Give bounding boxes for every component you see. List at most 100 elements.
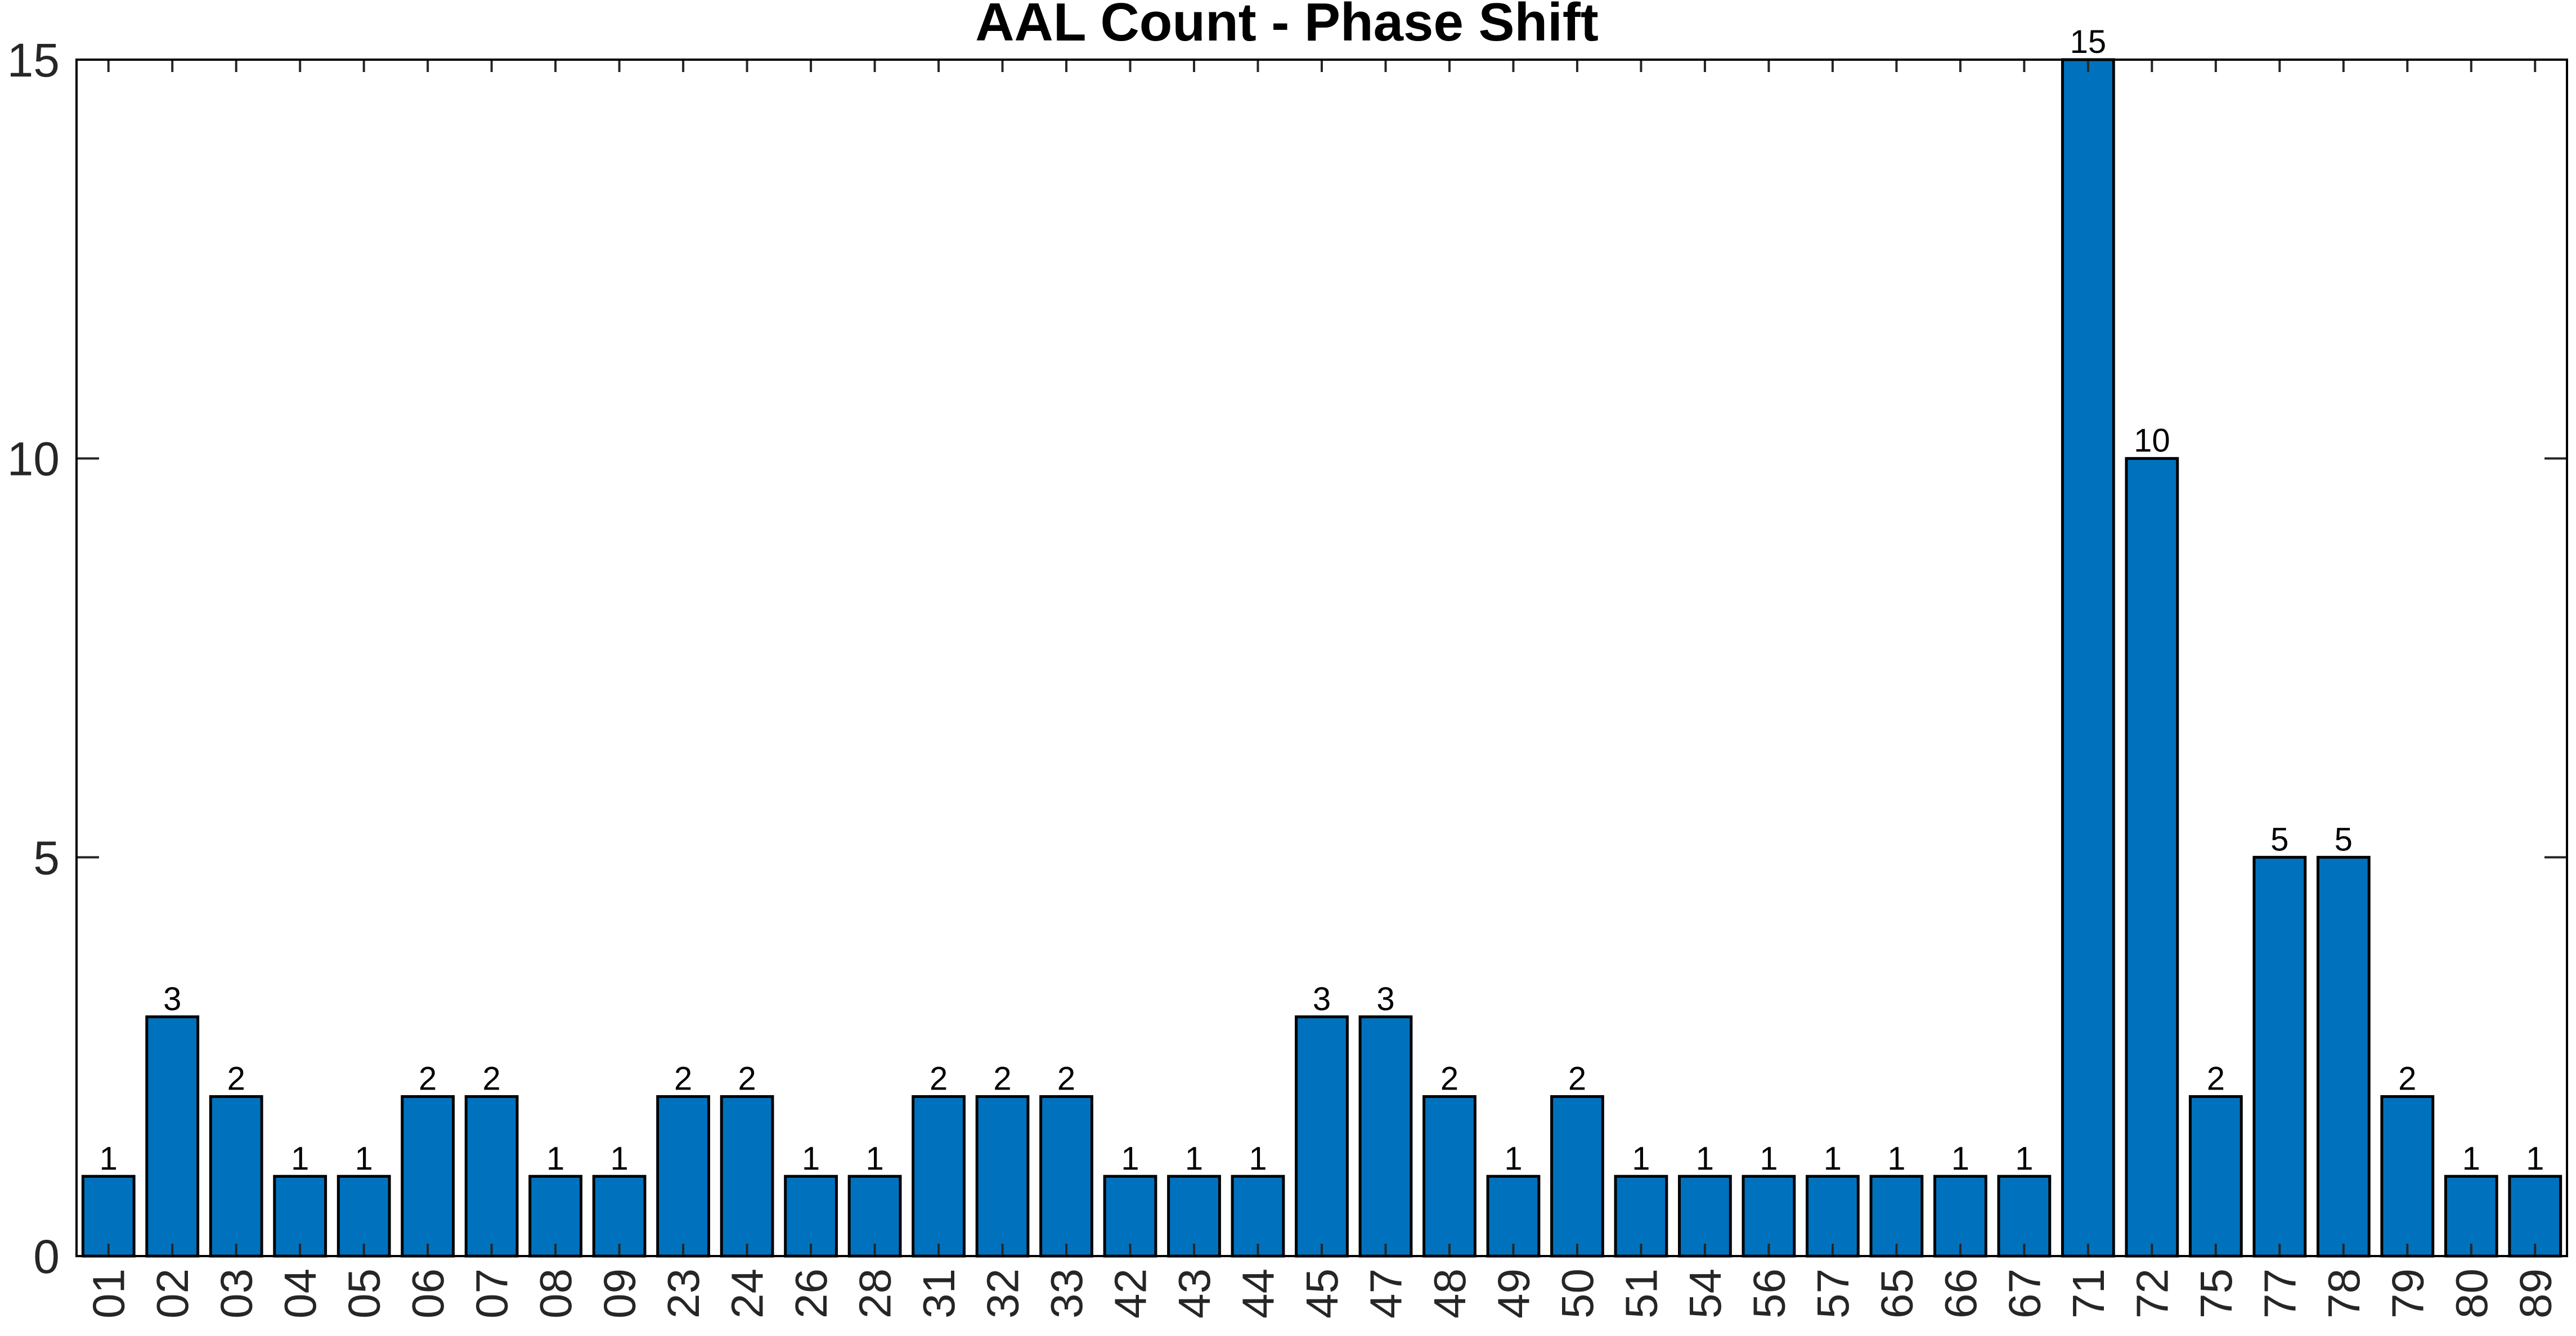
x-tick-label-42: 42: [1106, 1268, 1156, 1319]
data-label-43: 1: [1185, 1140, 1203, 1177]
x-axis: 01 02 03 04 05 06 07 08 09 23 24 26 28 31 32 33 42 43 44 45…: [84, 60, 2560, 1319]
x-tick-label-54: 54: [1680, 1268, 1730, 1319]
data-label-32: 2: [993, 1061, 1011, 1097]
x-tick-label-23: 23: [658, 1268, 708, 1319]
x-tick-label-56: 56: [1744, 1268, 1794, 1319]
bar-48: [1422, 1095, 1477, 1258]
data-label-54: 1: [1696, 1140, 1714, 1177]
bar-07: [464, 1095, 519, 1258]
data-label-66: 1: [1951, 1140, 1969, 1177]
y-tick-label-15: 15: [7, 34, 60, 87]
bar-33: [1039, 1095, 1093, 1258]
x-tick-label-66: 66: [1936, 1268, 1986, 1319]
chart-title: AAL Count - Phase Shift: [975, 0, 1599, 52]
bar-65: [1869, 1174, 1924, 1258]
data-label-44: 1: [1249, 1140, 1267, 1177]
bar-79: [2380, 1095, 2435, 1258]
x-tick-label-89: 89: [2510, 1268, 2560, 1319]
data-label-48: 2: [1440, 1061, 1458, 1097]
data-label-33: 2: [1057, 1061, 1075, 1097]
x-tick-label-80: 80: [2447, 1268, 2497, 1319]
bar-66: [1933, 1174, 1987, 1258]
data-labels-group: 1 3 2 1 1 2 2 1 1 2 2 1 1 2 2 2 1 1 1 3 3 2 1 2 1 1 1 1 1 1 1 15 10 2 5 5 2 1…: [100, 24, 2544, 1177]
bar-24: [720, 1095, 774, 1258]
data-label-03: 2: [227, 1061, 245, 1097]
data-label-56: 1: [1760, 1140, 1778, 1177]
bar-47: [1358, 1015, 1413, 1258]
x-tick-label-51: 51: [1616, 1268, 1666, 1319]
x-tick-label-45: 45: [1297, 1268, 1347, 1319]
x-tick-label-26: 26: [786, 1268, 836, 1319]
x-tick-label-07: 07: [467, 1268, 517, 1319]
data-label-47: 3: [1376, 981, 1394, 1017]
x-tick-label-65: 65: [1872, 1268, 1922, 1319]
bar-77: [2252, 855, 2307, 1258]
bar-23: [656, 1095, 711, 1258]
data-label-51: 1: [1632, 1140, 1650, 1177]
bar-56: [1742, 1174, 1796, 1258]
x-tick-label-75: 75: [2191, 1268, 2241, 1319]
data-label-89: 1: [2526, 1140, 2544, 1177]
data-label-05: 1: [355, 1140, 373, 1177]
x-tick-label-03: 03: [212, 1268, 262, 1319]
bar-51: [1614, 1174, 1668, 1258]
x-tick-label-08: 08: [531, 1268, 581, 1319]
data-label-01: 1: [100, 1140, 118, 1177]
data-label-67: 1: [2015, 1140, 2033, 1177]
bar-31: [912, 1095, 966, 1258]
x-tick-label-48: 48: [1425, 1268, 1475, 1319]
x-tick-label-24: 24: [722, 1268, 773, 1319]
x-tick-label-02: 02: [147, 1268, 198, 1319]
data-label-77: 5: [2270, 821, 2288, 858]
data-label-49: 1: [1504, 1140, 1522, 1177]
data-label-24: 2: [738, 1061, 756, 1097]
data-label-31: 2: [930, 1061, 948, 1097]
bar-71: [2061, 58, 2115, 1258]
data-label-26: 1: [802, 1140, 820, 1177]
bar-03: [209, 1095, 263, 1258]
x-tick-label-01: 01: [84, 1268, 134, 1319]
x-tick-label-06: 06: [403, 1268, 453, 1319]
x-tick-label-31: 31: [914, 1268, 964, 1319]
bar-44: [1231, 1174, 1285, 1258]
x-tick-label-72: 72: [2127, 1268, 2177, 1319]
bar-75: [2188, 1095, 2243, 1258]
bar-02: [145, 1015, 200, 1258]
data-label-28: 1: [865, 1140, 883, 1177]
data-label-65: 1: [1887, 1140, 1905, 1177]
bar-49: [1486, 1174, 1541, 1258]
y-tick-label-10: 10: [7, 433, 60, 486]
bars-group: [81, 58, 2562, 1258]
bar-42: [1103, 1174, 1157, 1258]
data-label-42: 1: [1121, 1140, 1139, 1177]
x-tick-label-67: 67: [1999, 1268, 2049, 1319]
x-tick-label-33: 33: [1042, 1268, 1092, 1319]
x-tick-label-32: 32: [978, 1268, 1028, 1319]
bar-26: [784, 1174, 838, 1258]
x-tick-label-04: 04: [275, 1268, 325, 1319]
data-label-45: 3: [1313, 981, 1331, 1017]
bar-45: [1295, 1015, 1349, 1258]
data-label-79: 2: [2398, 1061, 2416, 1097]
bar-89: [2508, 1174, 2562, 1258]
data-label-78: 5: [2335, 821, 2353, 858]
plot-frame: [75, 59, 2568, 1257]
bar-32: [975, 1095, 1030, 1258]
data-label-75: 2: [2207, 1061, 2225, 1097]
data-label-50: 2: [1568, 1061, 1586, 1097]
data-label-23: 2: [674, 1061, 692, 1097]
y-tick-label-5: 5: [33, 831, 60, 884]
x-tick-label-79: 79: [2382, 1268, 2433, 1319]
data-label-06: 2: [419, 1061, 437, 1097]
data-label-71: 15: [2070, 24, 2107, 60]
x-tick-label-44: 44: [1233, 1268, 1283, 1319]
x-tick-label-77: 77: [2255, 1268, 2305, 1319]
x-tick-label-71: 71: [2063, 1268, 2113, 1319]
bar-06: [401, 1095, 455, 1258]
bar-50: [1550, 1095, 1604, 1258]
x-tick-label-50: 50: [1552, 1268, 1603, 1319]
x-tick-label-43: 43: [1169, 1268, 1219, 1319]
data-label-09: 1: [611, 1140, 629, 1177]
bar-78: [2316, 855, 2371, 1258]
